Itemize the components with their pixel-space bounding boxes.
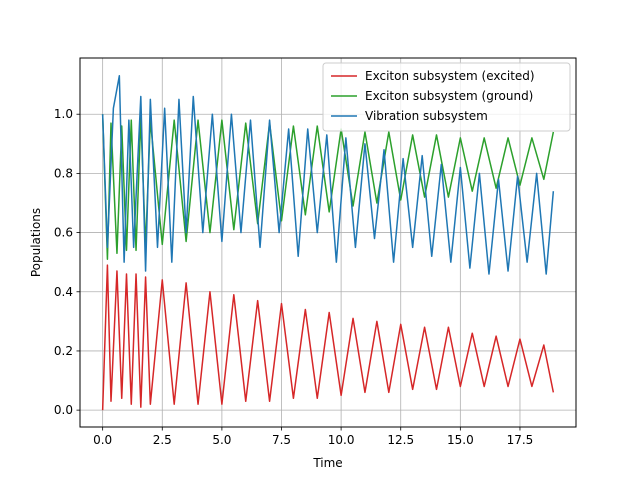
y-tick-label: 0.0 — [54, 403, 73, 417]
x-tick-label: 12.5 — [387, 433, 414, 447]
x-axis: 0.0 2.5 5.0 7.5 10.0 12.5 15.0 17.5 — [93, 427, 533, 447]
x-tick-label: 5.0 — [212, 433, 231, 447]
y-tick-label: 0.8 — [54, 166, 73, 180]
series-line-2 — [101, 75, 555, 275]
x-axis-label: Time — [312, 456, 342, 470]
series-line-1 — [101, 114, 555, 260]
y-tick-label: 1.0 — [54, 107, 73, 121]
x-tick-label: 7.5 — [272, 433, 291, 447]
legend-label: Exciton subsystem (excited) — [365, 69, 535, 83]
y-axis: 0.0 0.2 0.4 0.6 0.8 1.0 — [54, 107, 80, 417]
y-tick-label: 0.6 — [54, 226, 73, 240]
x-tick-label: 2.5 — [153, 433, 172, 447]
plot-frame — [79, 57, 577, 428]
y-tick-label: 0.4 — [54, 285, 73, 299]
legend: Exciton subsystem (excited) Exciton subsy… — [322, 62, 571, 132]
series-line-0 — [101, 264, 555, 411]
x-tick-label: 15.0 — [447, 433, 474, 447]
x-tick-label: 17.5 — [507, 433, 534, 447]
legend-label: Vibration subsystem — [365, 109, 488, 123]
x-tick-label: 10.0 — [328, 433, 355, 447]
legend-label: Exciton subsystem (ground) — [365, 89, 533, 103]
x-tick-label: 0.0 — [93, 433, 112, 447]
y-tick-label: 0.2 — [54, 344, 73, 358]
series-layer — [101, 75, 555, 411]
y-axis-label: Populations — [29, 208, 43, 277]
legend-box — [322, 62, 571, 132]
